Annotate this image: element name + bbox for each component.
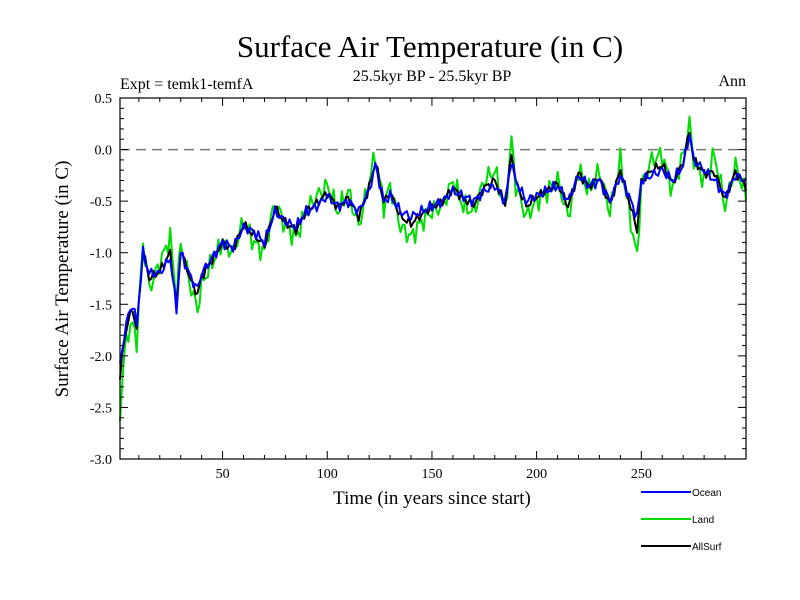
x-tick-label: 200	[526, 467, 547, 482]
ticks-layer: 0.5 0.0 -0.5 -1.0 -1.5 -2.0 -2.5 -3.0 50 100 150 20…	[90, 92, 746, 482]
x-tick-label: 250	[631, 467, 652, 482]
series-line-land	[119, 115, 747, 421]
legend-label-allsurf: AllSurf	[692, 542, 722, 553]
x-tick-label: 150	[421, 467, 442, 482]
chart-title: Surface Air Temperature (in C)	[237, 29, 623, 64]
y-tick-label: -2.5	[90, 401, 112, 416]
legend-label-ocean: Ocean	[692, 488, 721, 499]
y-tick-label: -3.0	[90, 453, 112, 468]
x-axis-label: Time (in years since start)	[333, 488, 531, 509]
plot-frame	[119, 97, 747, 460]
y-tick-label: 0.5	[95, 92, 113, 107]
chart-subtitle: 25.5kyr BP - 25.5kyr BP	[353, 68, 512, 85]
legend: Ocean Land AllSurf	[641, 488, 722, 553]
y-tick-label: -1.0	[90, 247, 112, 262]
x-tick-label: 100	[317, 467, 338, 482]
plot-area: 0.5 0.0 -0.5 -1.0 -1.5 -2.0 -2.5 -3.0 50 100 150 20…	[90, 92, 747, 482]
y-axis-label: Surface Air Temperature (in C)	[52, 161, 73, 398]
series-layer	[119, 115, 747, 421]
chart-period: Ann	[718, 73, 746, 90]
y-tick-label: 0.0	[95, 144, 113, 159]
y-tick-label: -0.5	[90, 195, 112, 210]
series-line-ocean	[119, 134, 747, 364]
y-tick-label: -2.0	[90, 350, 112, 365]
legend-label-land: Land	[692, 515, 714, 526]
series-line-allsurf	[119, 131, 747, 380]
chart-experiment: Expt = temk1-temfA	[120, 76, 254, 93]
x-tick-label: 50	[216, 467, 230, 482]
y-tick-label: -1.5	[90, 298, 112, 313]
